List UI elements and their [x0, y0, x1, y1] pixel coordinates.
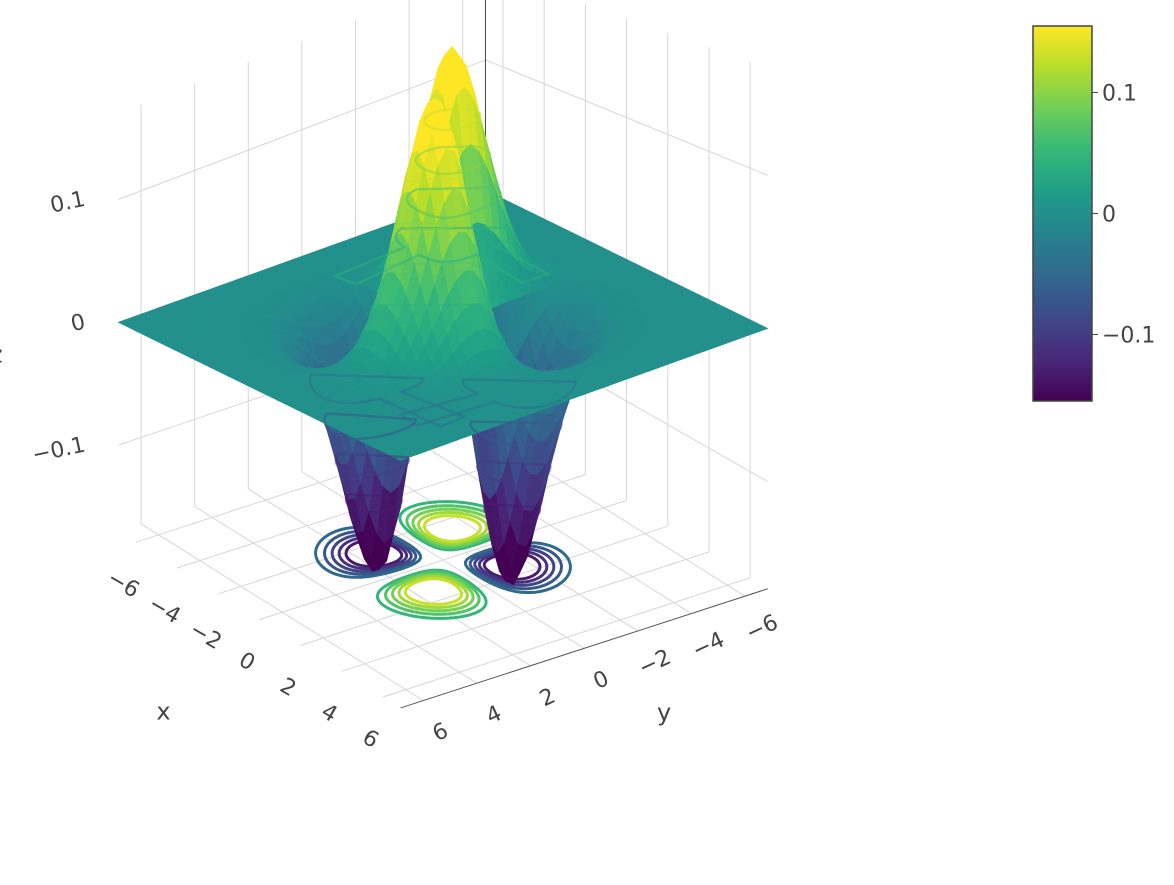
surface-contour [475, 460, 552, 486]
z-tick-label: 0.1 [48, 187, 87, 219]
surface-contour [331, 226, 550, 286]
x-tick-label: −6 [103, 566, 144, 604]
floor-contour [411, 507, 495, 548]
surface-contour [383, 261, 481, 278]
surface-contour [334, 452, 411, 477]
x-tick-label: 4 [317, 699, 342, 728]
floor-gridline-y [194, 506, 478, 684]
x-tick-label: 2 [276, 673, 301, 702]
colorbar: 0.1 0 −0.1 [1032, 25, 1155, 402]
surface-contour [414, 144, 492, 176]
floor-contour [314, 526, 423, 579]
floor-contour [375, 568, 488, 620]
y-axis-title: y [657, 698, 671, 726]
surface-contour [423, 107, 482, 132]
x-tick-label: −2 [185, 617, 226, 655]
y-tick-label: 0 [590, 666, 613, 695]
floor-gridline-x [341, 551, 710, 672]
colorbar-gradient [1032, 25, 1093, 402]
colorbar-tick-label: −0.1 [1102, 323, 1155, 348]
surface-contour [344, 492, 404, 514]
y-axis-line [400, 588, 768, 709]
y-tick-label: −6 [742, 610, 782, 646]
x-tick-label: 6 [358, 725, 383, 754]
y-tick-label: 6 [429, 718, 452, 747]
floor-gridline-y [248, 488, 531, 667]
colorbar-tick-label: 0.1 [1102, 82, 1137, 107]
y-tick-label: 2 [536, 684, 559, 713]
z-tick-label: −0.1 [30, 433, 87, 469]
surface-contour [482, 502, 542, 524]
floor-contour [337, 536, 409, 571]
floor-contour [397, 575, 469, 609]
surface-contour [309, 373, 467, 428]
surface-contour [393, 220, 466, 231]
x-tick-label: −4 [144, 591, 185, 629]
y-tick-label: −2 [635, 645, 675, 681]
floor-contour [344, 539, 404, 568]
floor-gridline-y [140, 523, 424, 701]
floor-contour [384, 570, 481, 616]
y-tick-label: −4 [689, 627, 729, 663]
floor-contour [391, 572, 475, 613]
surface-contour [468, 420, 563, 447]
surface-contour [407, 176, 456, 185]
floor-contour [323, 529, 418, 576]
y-tick-label: 4 [483, 701, 506, 730]
x-tick-label: 0 [234, 648, 259, 677]
z-tick-label: 0 [69, 310, 88, 337]
surface-contour [405, 186, 502, 220]
z-axis-title: z [0, 340, 3, 368]
x-axis-title: x [156, 698, 170, 726]
surface-contour [323, 412, 418, 441]
axis-lines [400, 588, 768, 709]
surface-contour [371, 303, 492, 326]
surface-mesh [117, 46, 769, 586]
floor-contour [422, 514, 483, 543]
floor-contour [417, 511, 489, 545]
colorbar-tick-label: 0 [1102, 203, 1116, 228]
floor-gridline-x [382, 577, 751, 698]
floor-contour [330, 533, 413, 574]
floor-contour [403, 577, 464, 606]
floor-gridline-x [300, 525, 668, 646]
